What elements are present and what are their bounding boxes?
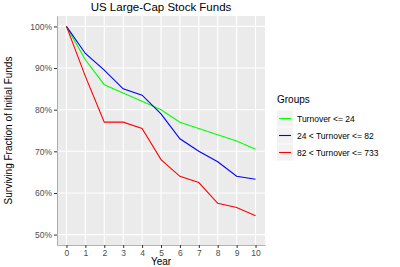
chart: 01234567891050%60%70%80%90%100%US Large-… [0,0,400,267]
tick-label: 4 [140,248,145,258]
tick-mark [54,235,57,236]
legend-swatch [279,118,291,119]
tick-label: 9 [235,248,240,258]
legend-item: 82 < Turnover <= 733 [277,145,379,161]
legend-key [277,128,293,144]
grid-line [255,16,256,245]
tick: 2 [102,245,107,258]
legend-item: Turnover <= 24 [277,111,355,127]
y-axis: 50% 60% 70% 80% 90% 100% [30,17,57,246]
grid-line [104,16,105,245]
tick-mark [54,68,57,69]
grid-line [217,16,218,245]
series-line [66,26,255,215]
grid-line [198,16,199,245]
tick: 50% [35,230,57,240]
legend-label: 24 < Turnover <= 82 [297,131,374,141]
tick-label: 8 [216,248,221,258]
tick: 6 [178,245,183,258]
grid-line [236,16,237,245]
legend-label: 82 < Turnover <= 733 [297,148,379,158]
tick-label: 6 [178,248,183,258]
x-axis-title: Year [151,256,172,267]
tick-label: 80% [35,105,52,115]
tick: 0 [65,245,70,258]
legend: Groups Turnover <= 24 24 < Turnover <= 82 8… [277,94,379,161]
series-line [66,26,255,179]
tick-label: 1 [83,248,88,258]
legend-swatch [279,152,291,153]
tick-label: 70% [35,147,52,157]
tick-label: 7 [197,248,202,258]
tick-label: 60% [35,188,52,198]
tick-mark [54,26,57,27]
legend-swatch [279,135,291,136]
tick: 7 [197,245,202,258]
tick-label: 0 [65,248,70,258]
grid-line [179,16,180,245]
tick-label: 10 [251,248,261,258]
legend-key [277,111,293,127]
tick-mark [54,151,57,152]
tick: 3 [121,245,126,258]
tick: 90% [35,63,57,73]
tick: 100% [30,22,57,32]
legend-label: Turnover <= 24 [297,114,355,124]
grid-line [160,16,161,245]
tick-label: 2 [102,248,107,258]
legend-key [277,145,293,161]
legend-item: 24 < Turnover <= 82 [277,128,374,144]
grid-line [66,16,67,245]
tick: 80% [35,105,57,115]
title: US Large-Cap Stock Funds [91,1,232,13]
y-axis-title: Surviving Fraction of Initial Funds [3,57,14,205]
plot-background [57,16,265,245]
tick: 9 [235,245,240,258]
tick: 4 [140,245,145,258]
grid-line [142,16,143,245]
tick: 8 [216,245,221,258]
grid-line [85,16,86,245]
axis-line [57,17,58,246]
tick: 1 [83,245,88,258]
grid-line [123,16,124,245]
tick-label: 50% [35,230,52,240]
tick-label: 100% [30,22,52,32]
tick-mark [54,193,57,194]
tick-mark [54,110,57,111]
tick-label: 3 [121,248,126,258]
tick: 60% [35,188,57,198]
grid [57,16,265,245]
tick-label: 90% [35,63,52,73]
plot-area [66,26,255,215]
series-line [66,26,255,149]
tick: 70% [35,147,57,157]
tick: 10 [251,245,261,258]
legend-title: Groups [277,94,310,105]
